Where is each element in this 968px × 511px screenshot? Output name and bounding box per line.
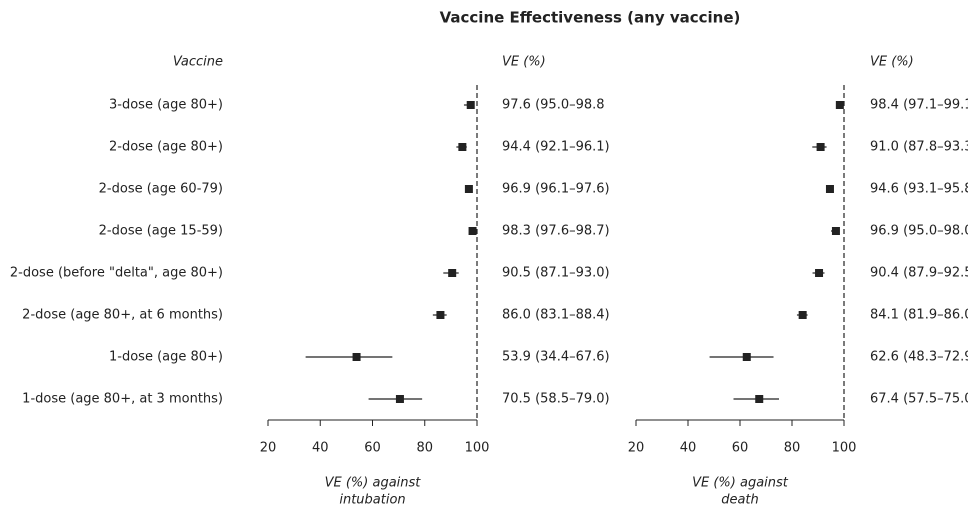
- value-label: 97.6 (95.0–98.8: [502, 98, 605, 113]
- point-estimate: [755, 395, 764, 403]
- x-tick-label: 80: [784, 441, 801, 456]
- point-estimate: [458, 143, 467, 151]
- category-label: 1-dose (age 80+): [109, 350, 223, 365]
- x-tick-label: 60: [732, 441, 749, 456]
- category-label: 1-dose (age 80+, at 3 months): [22, 392, 223, 407]
- value-label: 96.9 (96.1–97.6): [502, 182, 610, 197]
- value-label: 91.0 (87.8–93.3: [870, 140, 968, 155]
- category-label: 2-dose (age 80+, at 6 months): [22, 308, 223, 323]
- value-label: 90.4 (87.9–92.5: [870, 266, 968, 281]
- category-label: 2-dose (age 15-59): [99, 224, 223, 239]
- x-tick-label: 20: [260, 441, 277, 456]
- value-header: VE (%): [502, 55, 546, 70]
- x-tick-label: 100: [832, 441, 857, 456]
- x-axis-label: death: [721, 493, 759, 508]
- value-label: 98.3 (97.6–98.7): [502, 224, 610, 239]
- category-label: 2-dose (before "delta", age 80+): [10, 266, 223, 281]
- value-header: VE (%): [870, 55, 914, 70]
- category-label: 2-dose (age 60-79): [99, 182, 223, 197]
- point-estimate: [835, 101, 844, 109]
- value-label: 94.6 (93.1–95.8: [870, 182, 968, 197]
- point-estimate: [448, 269, 457, 277]
- point-estimate: [816, 143, 825, 151]
- chart-title: Vaccine Effectiveness (any vaccine): [440, 9, 741, 27]
- x-axis-label: VE (%) against: [692, 476, 789, 491]
- point-estimate: [815, 269, 824, 277]
- value-label: 96.9 (95.0–98.0: [870, 224, 968, 239]
- point-estimate: [742, 353, 751, 361]
- value-label: 53.9 (34.4–67.6): [502, 350, 610, 365]
- x-tick-label: 40: [312, 441, 329, 456]
- point-estimate: [464, 185, 473, 193]
- x-tick-label: 40: [680, 441, 697, 456]
- value-label: 90.5 (87.1–93.0): [502, 266, 610, 281]
- value-label: 84.1 (81.9–86.0: [870, 308, 968, 323]
- point-estimate: [468, 227, 477, 235]
- value-label: 70.5 (58.5–79.0): [502, 392, 610, 407]
- category-header: Vaccine: [173, 55, 223, 70]
- value-label: 62.6 (48.3–72.9: [870, 350, 968, 365]
- x-tick-label: 80: [416, 441, 433, 456]
- value-label: 67.4 (57.5–75.0): [870, 392, 968, 407]
- x-tick-label: 100: [465, 441, 490, 456]
- value-label: 86.0 (83.1–88.4): [502, 308, 610, 323]
- category-label: 2-dose (age 80+): [109, 140, 223, 155]
- value-label: 94.4 (92.1–96.1): [502, 140, 610, 155]
- x-axis-label: VE (%) against: [325, 476, 422, 491]
- point-estimate: [798, 311, 807, 319]
- x-tick-label: 20: [628, 441, 645, 456]
- category-label: 3-dose (age 80+): [109, 98, 223, 113]
- point-estimate: [831, 227, 840, 235]
- point-estimate: [395, 395, 404, 403]
- value-label: 98.4 (97.1–99.1): [870, 98, 968, 113]
- x-tick-label: 60: [364, 441, 381, 456]
- point-estimate: [436, 311, 445, 319]
- point-estimate: [825, 185, 834, 193]
- point-estimate: [352, 353, 361, 361]
- x-axis-label: intubation: [339, 493, 405, 508]
- point-estimate: [466, 101, 475, 109]
